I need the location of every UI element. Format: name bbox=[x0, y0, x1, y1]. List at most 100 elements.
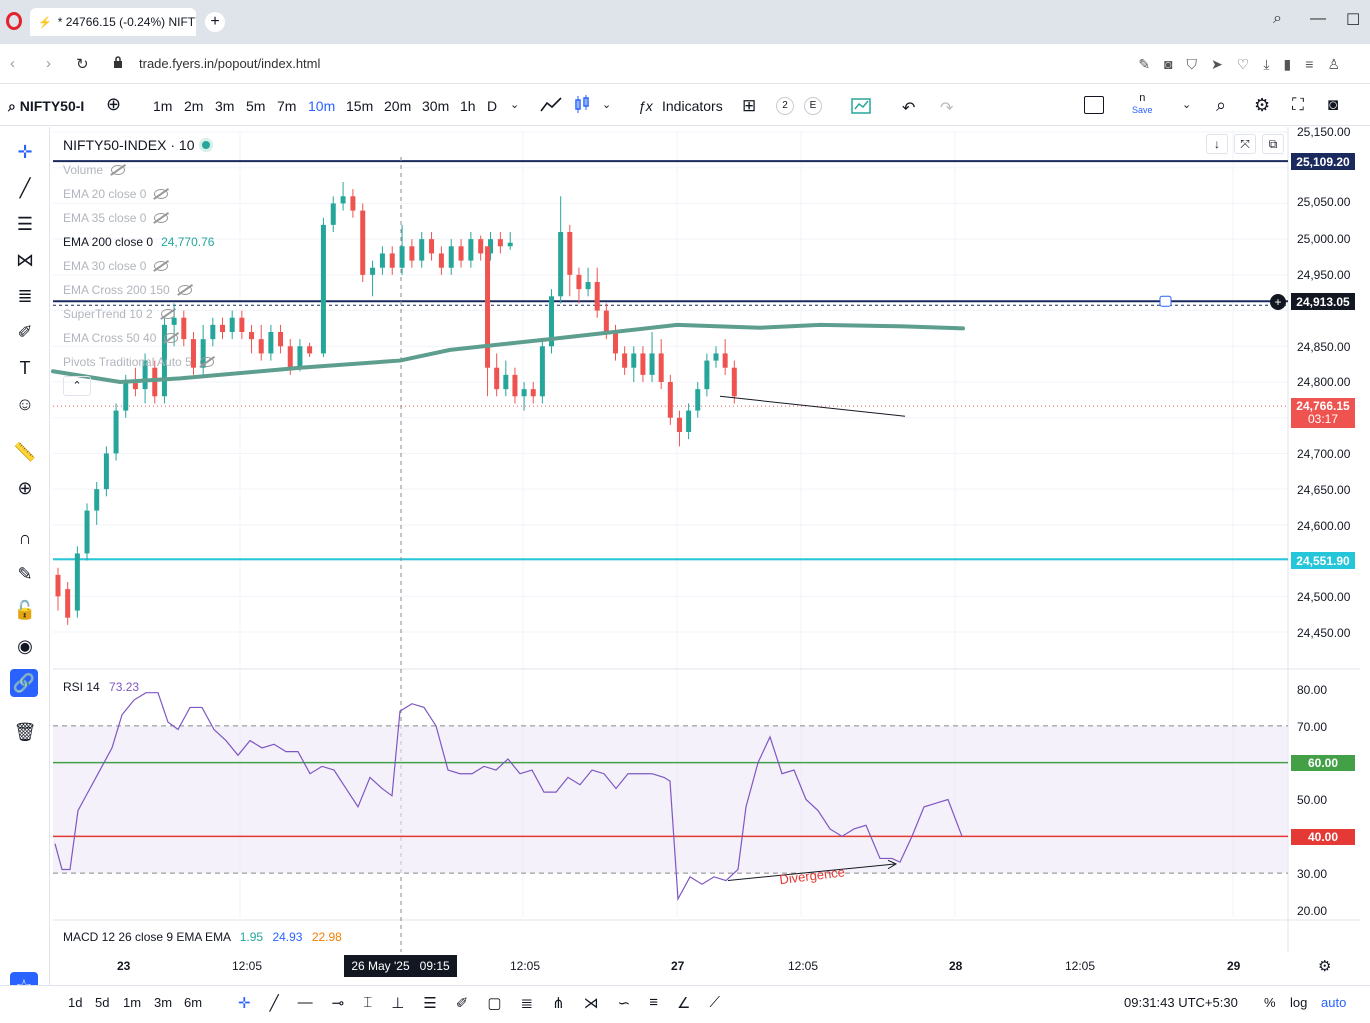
zoom-in-icon[interactable]: ⊕ bbox=[17, 477, 33, 498]
interval-dropdown-icon[interactable]: ⌄ bbox=[510, 99, 520, 111]
url-field[interactable]: trade.fyers.in/popout/index.html bbox=[139, 56, 321, 71]
edit-icon[interactable]: ✎ bbox=[1138, 56, 1151, 72]
hidden-eye-icon[interactable] bbox=[154, 261, 169, 271]
ruler-icon[interactable]: 📏 bbox=[13, 441, 37, 462]
range-1d[interactable]: 1d bbox=[68, 995, 83, 1010]
forward-icon[interactable]: › bbox=[46, 55, 51, 72]
horizontal-lines-icon[interactable]: ☰ bbox=[16, 213, 34, 234]
undo-icon[interactable]: ↶ bbox=[902, 100, 916, 117]
legend-item[interactable]: SuperTrend 10 2 bbox=[63, 307, 175, 321]
screenshot-icon[interactable]: ◙ bbox=[1328, 95, 1339, 114]
bottom-fib-icon[interactable]: ≣ bbox=[520, 995, 534, 1012]
interval-2m[interactable]: 2m bbox=[184, 98, 204, 114]
hidden-eye-icon[interactable] bbox=[154, 213, 169, 223]
legend-item[interactable]: Pivots Traditional Auto 5 bbox=[63, 355, 214, 369]
camera-icon[interactable]: ◙ bbox=[1164, 56, 1173, 72]
interval-d[interactable]: D bbox=[487, 98, 498, 114]
back-icon[interactable]: ‹ bbox=[10, 55, 15, 72]
line-chart-type-icon[interactable] bbox=[540, 96, 562, 114]
pane-maximize-icon[interactable]: ⧉ bbox=[1262, 134, 1284, 154]
candle-chart-type-icon[interactable] bbox=[574, 95, 590, 115]
opera-logo-icon[interactable] bbox=[6, 12, 22, 30]
bottom-path-icon[interactable]: ⟋ bbox=[709, 994, 720, 1011]
legend-item[interactable]: Volume bbox=[63, 163, 126, 177]
legend-item[interactable]: EMA Cross 50 40 bbox=[63, 331, 179, 345]
layout-grid-icon[interactable]: ⊞ bbox=[742, 96, 757, 115]
save-dropdown-icon[interactable]: ⌄ bbox=[1182, 99, 1192, 111]
badge-e[interactable]: E bbox=[804, 97, 822, 115]
auto-toggle[interactable]: auto bbox=[1321, 995, 1347, 1010]
trash-icon[interactable]: 🗑 bbox=[13, 721, 37, 742]
legend-item[interactable]: EMA 20 close 0 bbox=[63, 187, 169, 201]
new-tab-icon[interactable]: + bbox=[205, 12, 225, 32]
bottom-channel-icon[interactable]: ☰ bbox=[423, 995, 437, 1012]
browser-tab[interactable]: ⚡ * 24766.15 (-0.24%) NIFTY bbox=[30, 8, 196, 36]
bottom-rect-icon[interactable]: ▢ bbox=[487, 995, 502, 1012]
bottom-pitchfork-icon[interactable]: ⋔ bbox=[552, 995, 565, 1012]
text-icon[interactable]: T bbox=[19, 357, 31, 378]
legend-item[interactable]: EMA Cross 200 150 bbox=[63, 283, 192, 297]
log-toggle[interactable]: log bbox=[1290, 995, 1308, 1010]
redo-icon[interactable]: ↷ bbox=[940, 100, 954, 117]
badge-2[interactable]: 2 bbox=[776, 97, 794, 115]
fullscreen-icon[interactable]: ⛶ bbox=[1292, 95, 1304, 114]
bottom-crosshair-icon[interactable]: ✛ bbox=[238, 995, 251, 1012]
crosshair-icon[interactable]: ✛ bbox=[17, 141, 33, 162]
quick-search-icon[interactable]: ⌕ bbox=[1216, 95, 1227, 115]
maximize-icon[interactable]: ☐ bbox=[1346, 12, 1361, 29]
interval-15m[interactable]: 15m bbox=[346, 98, 374, 114]
interval-30m[interactable]: 30m bbox=[422, 98, 450, 114]
interval-7m[interactable]: 7m bbox=[277, 98, 297, 114]
interval-5m[interactable]: 5m bbox=[246, 98, 266, 114]
compare-add-icon[interactable]: ⊕ bbox=[106, 94, 122, 114]
link-icon[interactable]: 🔗 bbox=[10, 669, 38, 697]
bottom-vline-icon[interactable]: ⌶ bbox=[363, 994, 373, 1011]
heart-icon[interactable]: ♡ bbox=[1236, 56, 1250, 72]
interval-20m[interactable]: 20m bbox=[384, 98, 412, 114]
fib-icon[interactable]: ≣ bbox=[17, 285, 33, 306]
hidden-eye-icon[interactable] bbox=[177, 285, 192, 295]
legend-item[interactable]: EMA 30 close 0 bbox=[63, 259, 169, 273]
minimize-icon[interactable]: — bbox=[1310, 10, 1326, 27]
chart-type-dropdown-icon[interactable]: ⌄ bbox=[602, 99, 612, 111]
symbol-search[interactable]: ⌕ NIFTY50-I bbox=[8, 98, 85, 114]
bottom-fib-ext-icon[interactable]: ≡ bbox=[649, 994, 658, 1011]
hidden-eye-icon[interactable] bbox=[111, 165, 126, 175]
range-5d[interactable]: 5d bbox=[95, 995, 110, 1010]
indicators-button[interactable]: Indicators bbox=[662, 98, 723, 114]
bottom-gann-icon[interactable]: ⋊ bbox=[583, 995, 599, 1012]
hidden-eye-icon[interactable] bbox=[199, 357, 214, 367]
menu-icon[interactable]: ≡ bbox=[1305, 56, 1314, 72]
search-icon[interactable]: ⌕ bbox=[1273, 10, 1282, 27]
interval-1h[interactable]: 1h bbox=[460, 98, 476, 114]
pane-down-icon[interactable]: ↓ bbox=[1206, 134, 1228, 154]
brush-icon[interactable]: ✐ bbox=[17, 321, 33, 342]
hidden-eye-icon[interactable] bbox=[154, 189, 169, 199]
pattern-icon[interactable]: ⋈ bbox=[16, 249, 34, 270]
trendline-icon[interactable]: ╱ bbox=[19, 177, 31, 198]
shield-icon[interactable]: ⛉ bbox=[1186, 56, 1198, 72]
hidden-eye-icon[interactable] bbox=[164, 333, 179, 343]
price-chart[interactable]: Divergence bbox=[0, 127, 1370, 985]
add-alert-icon[interactable]: + bbox=[1270, 294, 1286, 310]
lock-drawings-icon[interactable]: 🔓 bbox=[13, 599, 37, 620]
bottom-cross-line-icon[interactable]: ⊥ bbox=[391, 995, 405, 1012]
profile-icon[interactable]: ♙ bbox=[1327, 56, 1340, 72]
battery-icon[interactable]: ▮ bbox=[1283, 56, 1292, 72]
percent-toggle[interactable]: % bbox=[1264, 995, 1276, 1010]
bottom-curve-icon[interactable]: ∽ bbox=[617, 995, 631, 1012]
interval-10m[interactable]: 10m bbox=[308, 98, 336, 114]
replay-icon[interactable] bbox=[851, 96, 873, 116]
save-button[interactable]: n Save bbox=[1132, 92, 1153, 116]
emoji-icon[interactable]: ☺ bbox=[15, 393, 35, 414]
bottom-trendline-icon[interactable]: ╱ bbox=[269, 995, 279, 1012]
interval-3m[interactable]: 3m bbox=[215, 98, 235, 114]
settings-icon[interactable]: ⚙ bbox=[1254, 95, 1271, 115]
magnet-icon[interactable]: ∩ bbox=[18, 527, 32, 548]
hidden-eye-icon[interactable] bbox=[160, 309, 175, 319]
eye-icon[interactable]: ◉ bbox=[17, 635, 33, 656]
range-1m[interactable]: 1m bbox=[123, 995, 142, 1010]
send-icon[interactable]: ➤ bbox=[1211, 56, 1223, 72]
interval-1m[interactable]: 1m bbox=[153, 98, 173, 114]
pane-collapse-icon[interactable]: ⤧ bbox=[1234, 134, 1256, 154]
